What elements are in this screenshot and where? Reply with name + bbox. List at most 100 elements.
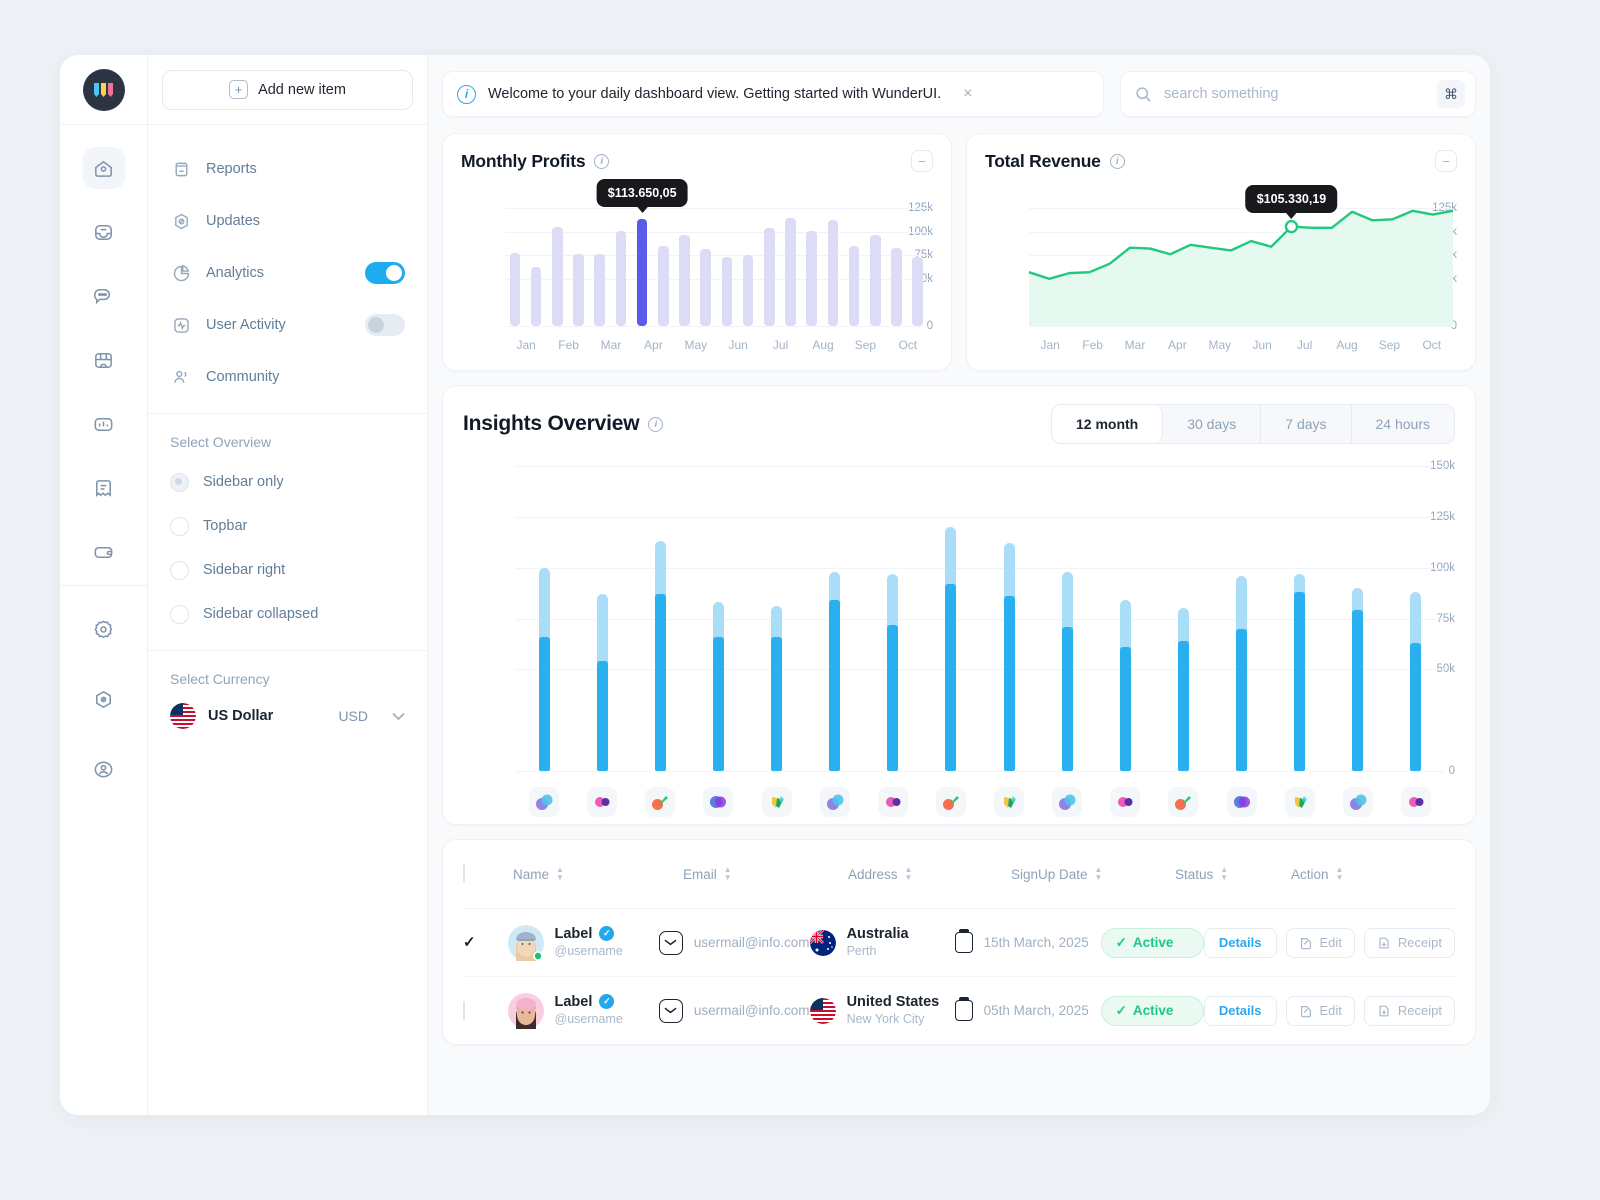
brand-icon-dots-pink-purple[interactable] bbox=[587, 787, 618, 817]
rail-item-analytics[interactable] bbox=[83, 403, 125, 445]
insights-bar[interactable] bbox=[1352, 588, 1364, 771]
chart-bar[interactable] bbox=[530, 267, 542, 326]
table-row[interactable]: ✓ bbox=[463, 908, 1455, 976]
brand-icon-shards-yellow-green[interactable] bbox=[994, 787, 1025, 817]
receipt-button[interactable]: Receipt bbox=[1363, 927, 1455, 958]
brand-icon-paint-orange-green[interactable] bbox=[935, 787, 966, 817]
user-activity-toggle[interactable] bbox=[365, 314, 405, 336]
command-key-icon[interactable]: ⌘ bbox=[1437, 80, 1465, 108]
brand-icon-paint-orange-green[interactable] bbox=[1168, 787, 1199, 817]
insights-bar[interactable] bbox=[712, 602, 724, 771]
add-new-item-button[interactable]: + Add new item bbox=[162, 69, 413, 110]
chart-bar[interactable] bbox=[891, 247, 902, 326]
column-header-action[interactable]: Action ▲ ▼ bbox=[1291, 866, 1343, 882]
brand-icon-circles-blue-purple[interactable] bbox=[703, 787, 734, 817]
analytics-toggle[interactable] bbox=[365, 262, 405, 284]
radio-topbar[interactable]: Topbar bbox=[170, 504, 405, 548]
close-icon[interactable]: × bbox=[963, 85, 973, 102]
insights-bar[interactable] bbox=[771, 606, 783, 771]
chart-bar[interactable] bbox=[615, 230, 627, 326]
chart-bar[interactable] bbox=[785, 218, 796, 326]
chevron-down-icon[interactable] bbox=[392, 709, 405, 724]
insights-bar[interactable] bbox=[945, 527, 957, 771]
receipt-button[interactable]: Receipt bbox=[1363, 995, 1455, 1026]
sidebar-item-user-activity[interactable]: User Activity bbox=[148, 299, 427, 351]
chart-bar[interactable] bbox=[552, 226, 563, 326]
currency-selector[interactable]: US Dollar USD bbox=[170, 697, 405, 729]
info-icon[interactable]: i bbox=[648, 416, 664, 432]
radio-sidebar-only[interactable]: Sidebar only bbox=[170, 460, 405, 504]
rail-item-compass[interactable] bbox=[83, 678, 125, 720]
brand-icon-dots-pink-purple[interactable] bbox=[877, 787, 908, 817]
brand-icon-venn-purple-cyan[interactable] bbox=[529, 787, 560, 817]
insights-bar[interactable] bbox=[596, 594, 608, 771]
brand-icon-shards-yellow-green[interactable] bbox=[1284, 787, 1315, 817]
insights-bar[interactable] bbox=[654, 541, 666, 771]
chart-bar[interactable] bbox=[700, 248, 712, 326]
chart-bar[interactable] bbox=[721, 257, 733, 326]
column-header-address[interactable]: Address ▲ ▼ bbox=[848, 866, 1011, 882]
chart-bar[interactable] bbox=[848, 245, 860, 326]
brand-icon-shards-yellow-green[interactable] bbox=[761, 787, 792, 817]
column-header-signup-date[interactable]: SignUp Date ▲ ▼ bbox=[1011, 866, 1175, 882]
edit-button[interactable]: Edit bbox=[1285, 995, 1355, 1026]
chart-bar[interactable] bbox=[594, 254, 606, 326]
info-icon[interactable]: i bbox=[594, 153, 610, 169]
sidebar-item-updates[interactable]: Updates bbox=[148, 195, 427, 247]
insights-bar[interactable] bbox=[538, 567, 550, 771]
column-header-name[interactable]: Name ▲ ▼ bbox=[513, 866, 683, 882]
insights-bar[interactable] bbox=[1410, 592, 1422, 771]
chart-bar[interactable] bbox=[764, 227, 775, 326]
range-30-days[interactable]: 30 days bbox=[1163, 405, 1262, 443]
range-24-hours[interactable]: 24 hours bbox=[1375, 416, 1430, 432]
insights-bar[interactable] bbox=[1177, 608, 1189, 771]
insights-bar[interactable] bbox=[1294, 573, 1306, 771]
chart-bar[interactable] bbox=[806, 230, 818, 326]
brand-icon-dots-pink-purple[interactable] bbox=[1110, 787, 1141, 817]
details-button[interactable]: Details bbox=[1203, 995, 1277, 1026]
table-row[interactable]: Label ✓ @username usermail@info.com bbox=[463, 976, 1455, 1044]
insights-bar[interactable] bbox=[829, 571, 841, 771]
chart-bar[interactable] bbox=[827, 220, 839, 326]
rail-item-messages[interactable] bbox=[83, 275, 125, 317]
column-header-email[interactable]: Email ▲ ▼ bbox=[683, 866, 848, 882]
rail-item-products[interactable] bbox=[83, 339, 125, 381]
chart-bar[interactable] bbox=[573, 254, 584, 326]
chart-bar[interactable] bbox=[742, 255, 754, 326]
row-checkbox-checked[interactable]: ✓ bbox=[463, 934, 476, 951]
rail-item-wallet[interactable] bbox=[83, 531, 125, 573]
sidebar-item-community[interactable]: Community bbox=[148, 351, 427, 403]
insights-bar[interactable] bbox=[887, 573, 899, 771]
collapse-button[interactable]: − bbox=[1435, 150, 1457, 172]
brand-icon-venn-purple-cyan[interactable] bbox=[819, 787, 850, 817]
insights-bar[interactable] bbox=[1236, 575, 1248, 771]
details-button[interactable]: Details bbox=[1203, 927, 1277, 958]
insights-bar[interactable] bbox=[1003, 543, 1015, 771]
rail-item-account[interactable] bbox=[83, 748, 125, 790]
chart-bar[interactable] bbox=[870, 235, 881, 326]
edit-button[interactable]: Edit bbox=[1285, 927, 1355, 958]
chart-bar[interactable] bbox=[636, 218, 648, 326]
rail-item-invoices[interactable] bbox=[83, 467, 125, 509]
brand-icon-paint-orange-green[interactable] bbox=[645, 787, 676, 817]
rail-item-inbox[interactable] bbox=[83, 211, 125, 253]
chart-bar[interactable] bbox=[509, 253, 521, 326]
brand-icon-dots-pink-purple[interactable] bbox=[1400, 787, 1431, 817]
collapse-button[interactable]: − bbox=[911, 150, 933, 172]
range-12-month[interactable]: 12 month bbox=[1051, 405, 1164, 443]
brand-icon-circles-blue-purple[interactable] bbox=[1226, 787, 1257, 817]
chart-bar[interactable] bbox=[912, 257, 924, 326]
wunderui-logo[interactable] bbox=[82, 68, 125, 111]
sidebar-item-analytics[interactable]: Analytics bbox=[148, 247, 427, 299]
rail-item-settings[interactable] bbox=[83, 608, 125, 650]
chart-bar[interactable] bbox=[679, 235, 690, 326]
radio-sidebar-collapsed[interactable]: Sidebar collapsed bbox=[170, 592, 405, 636]
insights-bar[interactable] bbox=[1061, 571, 1073, 771]
chart-bar[interactable] bbox=[658, 245, 669, 326]
brand-icon-venn-purple-cyan[interactable] bbox=[1342, 787, 1373, 817]
column-header-status[interactable]: Status ▲ ▼ bbox=[1175, 866, 1291, 882]
sidebar-item-reports[interactable]: Reports bbox=[148, 143, 427, 195]
range-7-days[interactable]: 7 days bbox=[1261, 405, 1352, 443]
select-all-checkbox[interactable] bbox=[463, 864, 465, 883]
search-bar[interactable]: ⌘ bbox=[1120, 71, 1476, 117]
